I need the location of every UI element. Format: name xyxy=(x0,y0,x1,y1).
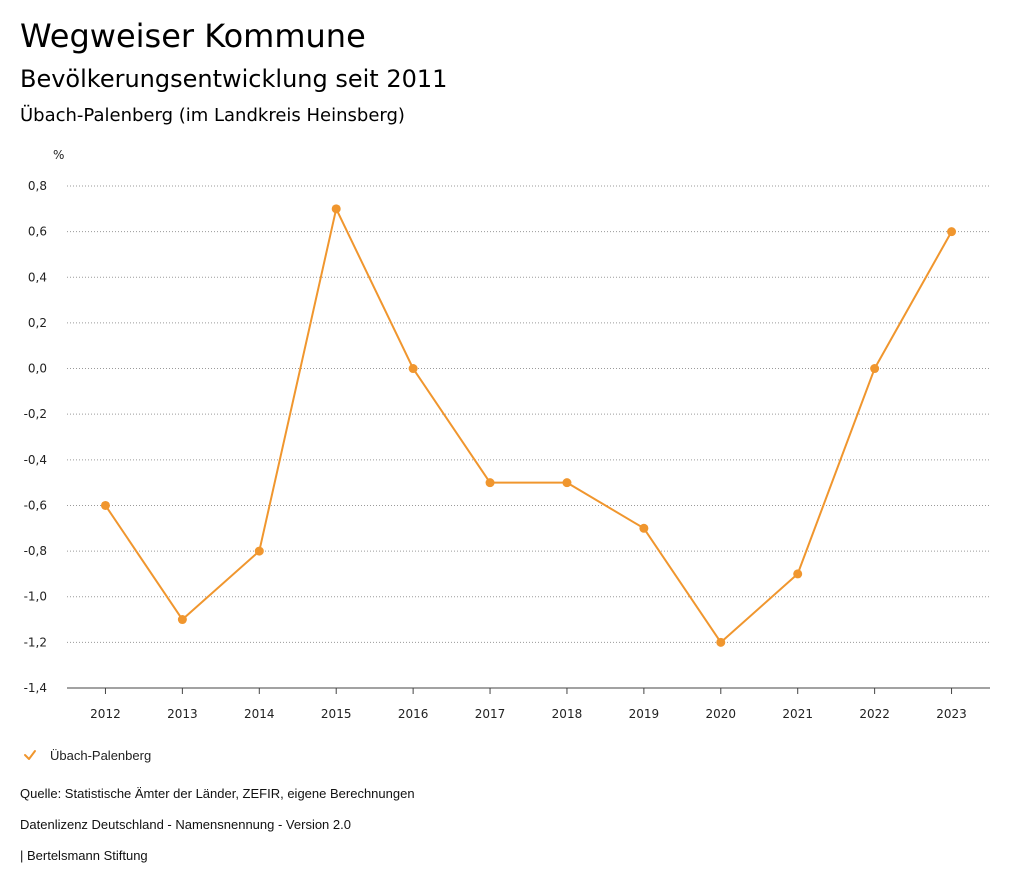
data-point[interactable] xyxy=(947,227,957,237)
data-point[interactable] xyxy=(562,478,572,488)
data-point[interactable] xyxy=(254,546,264,556)
chart-subtitle: Bevölkerungsentwicklung seit 2011 xyxy=(20,65,448,93)
publisher-note: | Bertelsmann Stiftung xyxy=(20,848,148,863)
line-chart: 0,8 0,6 0,4 0,2 0,0 -0,2 -0,4 -0,6 -0,8 -1,0 -1,2 -… xyxy=(24,148,990,721)
source-note: Quelle: Statistische Ämter der Länder, Z… xyxy=(20,786,415,801)
region-label: Übach-Palenberg (im Landkreis Heinsberg) xyxy=(20,105,405,126)
y-tick-label: 0,0 xyxy=(28,362,47,376)
license-note: Datenlizenz Deutschland - Namensnennung … xyxy=(20,817,351,832)
checkmark-icon xyxy=(24,750,36,760)
series-group xyxy=(100,204,957,647)
x-tick-label: 2022 xyxy=(859,707,890,721)
data-point[interactable] xyxy=(177,615,187,625)
x-tick-label: 2015 xyxy=(321,707,352,721)
x-tick-label: 2016 xyxy=(398,707,429,721)
x-tick-label: 2017 xyxy=(475,707,506,721)
y-tick-label: 0,4 xyxy=(28,270,47,284)
y-tick-label: -0,4 xyxy=(24,453,47,467)
series-line xyxy=(104,207,953,644)
y-tick-label: 0,8 xyxy=(28,179,47,193)
gridlines xyxy=(67,185,990,643)
y-axis-unit-label: % xyxy=(53,148,64,162)
y-tick-label: -0,8 xyxy=(24,544,47,558)
y-tick-label: -0,6 xyxy=(24,498,47,512)
data-point[interactable] xyxy=(485,478,495,488)
y-tick-label: -1,4 xyxy=(24,681,47,695)
y-axis-ticks: 0,8 0,6 0,4 0,2 0,0 -0,2 -0,4 -0,6 -0,8 -1,0 -1,2 -… xyxy=(24,179,47,695)
legend-item-label: Übach-Palenberg xyxy=(50,747,152,763)
data-point[interactable] xyxy=(793,569,803,579)
data-point[interactable] xyxy=(331,204,341,214)
x-tick-label: 2020 xyxy=(706,707,737,721)
x-tick-label: 2013 xyxy=(167,707,198,721)
x-tick-label: 2023 xyxy=(936,707,967,721)
data-point[interactable] xyxy=(716,637,726,647)
y-tick-label: 0,2 xyxy=(28,316,47,330)
legend[interactable]: Übach-Palenberg xyxy=(22,744,151,766)
y-tick-label: -1,2 xyxy=(24,635,47,649)
x-tick-label: 2018 xyxy=(552,707,583,721)
data-point[interactable] xyxy=(100,500,110,510)
data-point[interactable] xyxy=(870,364,880,374)
x-tick-label: 2012 xyxy=(90,707,121,721)
x-axis-ticks: 2012 2013 2014 2015 2016 2017 2018 2019 2020 2021… xyxy=(90,688,967,721)
y-tick-label: -1,0 xyxy=(24,590,47,604)
x-tick-label: 2014 xyxy=(244,707,275,721)
x-tick-label: 2021 xyxy=(782,707,813,721)
data-point[interactable] xyxy=(639,523,649,533)
page-title: Wegweiser Kommune xyxy=(20,17,366,55)
y-tick-label: -0,2 xyxy=(24,407,47,421)
x-tick-label: 2019 xyxy=(629,707,660,721)
data-point[interactable] xyxy=(408,364,418,374)
y-tick-label: 0,6 xyxy=(28,225,47,239)
